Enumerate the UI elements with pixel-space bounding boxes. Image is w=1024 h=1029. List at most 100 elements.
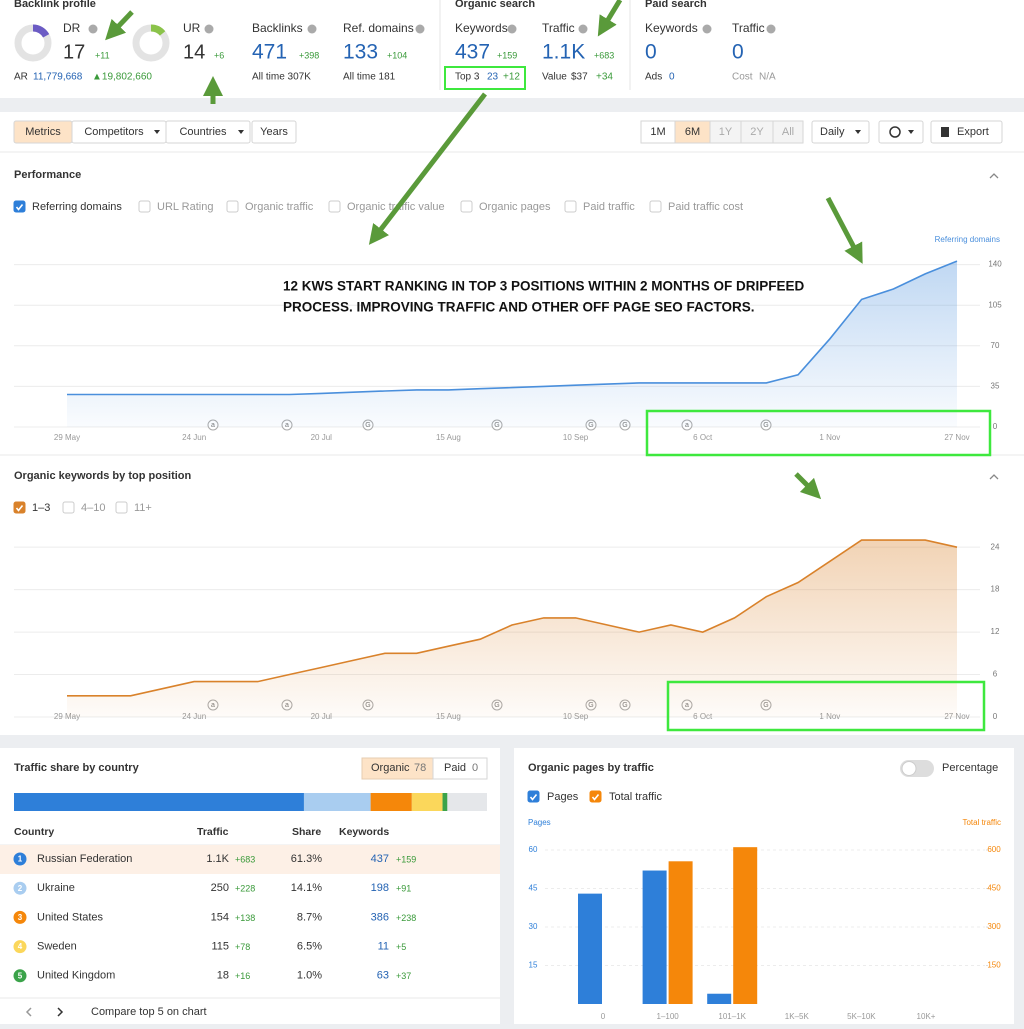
checkbox-label: Paid traffic cost — [668, 201, 743, 213]
toggle-knob — [901, 761, 917, 776]
y-tick-label: 60 — [529, 845, 538, 854]
label: $37 — [571, 72, 588, 83]
comment-icon — [889, 126, 901, 138]
label: +12 — [503, 72, 520, 83]
x-tick-label: 6 Oct — [693, 433, 713, 442]
prev-button[interactable] — [25, 1007, 32, 1017]
check-mark — [591, 794, 600, 801]
x-tick-label: 1 Nov — [819, 433, 840, 442]
bar — [733, 847, 758, 1004]
label: Organic keywords by top position — [14, 470, 192, 482]
label: 6M — [685, 126, 700, 138]
country-name: Sweden — [37, 941, 77, 953]
keywords-value: 63 — [377, 970, 389, 982]
label: Organic pages by traffic — [528, 762, 654, 774]
checkbox — [13, 200, 26, 213]
help-icon — [204, 24, 214, 34]
axis-title: Total traffic — [962, 818, 1001, 827]
label: N/A — [759, 72, 776, 83]
label: Ref. domains — [343, 21, 414, 35]
column-header: Keywords — [339, 826, 389, 838]
label: +11 — [95, 50, 110, 60]
next-button[interactable] — [57, 1007, 64, 1017]
column-header: Share — [292, 826, 321, 838]
traffic-value: 115 — [211, 941, 229, 953]
tab-button[interactable] — [432, 757, 488, 780]
y-tick-label: 18 — [991, 585, 1000, 594]
y-tick-label: 24 — [991, 542, 1000, 551]
checkbox-label: Organic pages — [479, 201, 551, 213]
export-button[interactable] — [930, 120, 1003, 144]
label: +6 — [214, 50, 224, 60]
checkbox — [564, 200, 577, 213]
y-tick-label: 0 — [993, 422, 998, 431]
share-value: 14.1% — [291, 882, 322, 894]
legend-label: Pages — [547, 791, 579, 803]
x-tick-label: 24 Jun — [182, 433, 206, 442]
traffic-value: 18 — [217, 970, 229, 982]
y2-tick-label: 600 — [987, 845, 1001, 854]
column-header: Traffic — [197, 826, 229, 838]
y-tick-label: 12 — [991, 627, 1000, 636]
donut-arc — [132, 24, 170, 62]
collapse-icon — [989, 474, 999, 480]
y2-tick-label: 150 — [987, 961, 1001, 970]
tab-button[interactable] — [251, 120, 297, 144]
label: Traffic — [542, 21, 575, 35]
share-value: 61.3% — [291, 853, 322, 865]
share-value: 1.0% — [297, 970, 322, 982]
rank-badge — [13, 852, 27, 866]
content: Backlink profile DR 17 +11 AR 11,779,668 ▲19,8… — [0, 0, 1003, 1021]
bar — [578, 893, 602, 1004]
x-tick-label: 1–100 — [656, 1012, 679, 1021]
y2-tick-label: 300 — [987, 922, 1001, 931]
check-mark — [15, 204, 24, 211]
traffic-change: +16 — [235, 971, 250, 981]
country-name: Ukraine — [37, 882, 75, 894]
rank-label: 5 — [18, 971, 23, 980]
traffic-change: +138 — [235, 913, 255, 923]
checkbox-label: 4–10 — [81, 502, 105, 514]
label: ▲19,802,660 — [92, 72, 152, 83]
export-icon — [941, 127, 949, 137]
label: +104 — [387, 50, 407, 60]
keywords-value: 437 — [371, 853, 389, 865]
traffic-change: +683 — [235, 854, 255, 864]
label: 0 — [472, 762, 478, 774]
label: Paid search — [645, 0, 707, 10]
checkbox-label: URL Rating — [157, 201, 213, 213]
rank-label: 3 — [18, 913, 23, 922]
annotation-text: PROCESS. IMPROVING TRAFFIC AND OTHER OFF… — [283, 300, 755, 315]
checkbox-label: Referring domains — [32, 201, 122, 213]
tab-button[interactable] — [165, 120, 251, 144]
keywords-change: +91 — [396, 884, 411, 894]
caret-icon — [908, 130, 914, 134]
checkbox — [13, 501, 26, 514]
label: All time 307K — [252, 72, 311, 83]
donut-arc — [14, 24, 52, 62]
rank-label: 1 — [18, 855, 23, 864]
x-tick-label: 1K–5K — [785, 1012, 810, 1021]
label: Top 3 — [455, 72, 480, 83]
label: Countries — [179, 126, 227, 138]
label: 11,779,668 — [33, 72, 83, 83]
x-tick-label: 10K+ — [917, 1012, 936, 1021]
label: 78 — [414, 762, 426, 774]
checkbox — [62, 501, 75, 514]
label: 437 — [455, 41, 490, 64]
comment-button[interactable] — [878, 120, 924, 144]
x-tick-label: 20 Jul — [311, 433, 333, 442]
label: All — [782, 126, 794, 138]
checkbox-label: Organic traffic — [245, 201, 314, 213]
range-button[interactable] — [772, 120, 804, 144]
compare-link: Compare top 5 on chart — [91, 1006, 207, 1018]
interval-button[interactable] — [811, 120, 870, 144]
axis-title: Pages — [528, 818, 551, 827]
y-tick-label: 105 — [988, 300, 1002, 309]
label: Daily — [820, 126, 845, 138]
share-segment — [303, 793, 371, 811]
area-fill — [67, 540, 957, 717]
label: 0 — [732, 41, 744, 64]
label: 17 — [63, 41, 85, 63]
